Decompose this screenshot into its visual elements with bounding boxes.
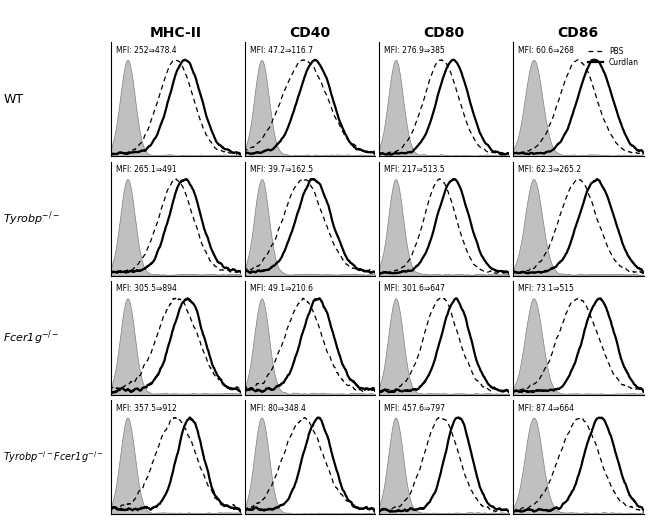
Text: MFI: 80⇒348.4: MFI: 80⇒348.4 — [250, 403, 306, 412]
Text: MFI: 60.6⇒268: MFI: 60.6⇒268 — [518, 46, 574, 55]
Text: MFI: 47.2⇒116.7: MFI: 47.2⇒116.7 — [250, 46, 313, 55]
Text: MFI: 265.1⇒491: MFI: 265.1⇒491 — [116, 165, 176, 174]
Text: MFI: 276.9⇒385: MFI: 276.9⇒385 — [384, 46, 445, 55]
Text: WT: WT — [3, 93, 23, 106]
Text: Tyrobp$^{-/-}$Fcer1g$^{-/-}$: Tyrobp$^{-/-}$Fcer1g$^{-/-}$ — [3, 449, 104, 465]
Text: MFI: 49.1⇒210.6: MFI: 49.1⇒210.6 — [250, 284, 313, 293]
Legend: PBS, Curdlan: PBS, Curdlan — [587, 46, 640, 67]
Text: CD86: CD86 — [558, 26, 599, 40]
Text: CD40: CD40 — [289, 26, 331, 40]
Text: MFI: 457.6⇒797: MFI: 457.6⇒797 — [384, 403, 445, 412]
Text: MFI: 252⇒478.4: MFI: 252⇒478.4 — [116, 46, 176, 55]
Text: MHC-II: MHC-II — [150, 26, 202, 40]
Text: MFI: 39.7⇒162.5: MFI: 39.7⇒162.5 — [250, 165, 313, 174]
Text: MFI: 305.5⇒894: MFI: 305.5⇒894 — [116, 284, 177, 293]
Text: MFI: 73.1⇒515: MFI: 73.1⇒515 — [518, 284, 574, 293]
Text: Tyrobp$^{-/-}$: Tyrobp$^{-/-}$ — [3, 209, 60, 228]
Text: Fcer1g$^{-/-}$: Fcer1g$^{-/-}$ — [3, 329, 60, 347]
Text: MFI: 301.6⇒647: MFI: 301.6⇒647 — [384, 284, 445, 293]
Text: CD80: CD80 — [423, 26, 465, 40]
Text: MFI: 217⇒513.5: MFI: 217⇒513.5 — [384, 165, 445, 174]
Text: MFI: 62.3⇒265.2: MFI: 62.3⇒265.2 — [518, 165, 581, 174]
Text: MFI: 87.4⇒664: MFI: 87.4⇒664 — [518, 403, 574, 412]
Text: MFI: 357.5⇒912: MFI: 357.5⇒912 — [116, 403, 177, 412]
